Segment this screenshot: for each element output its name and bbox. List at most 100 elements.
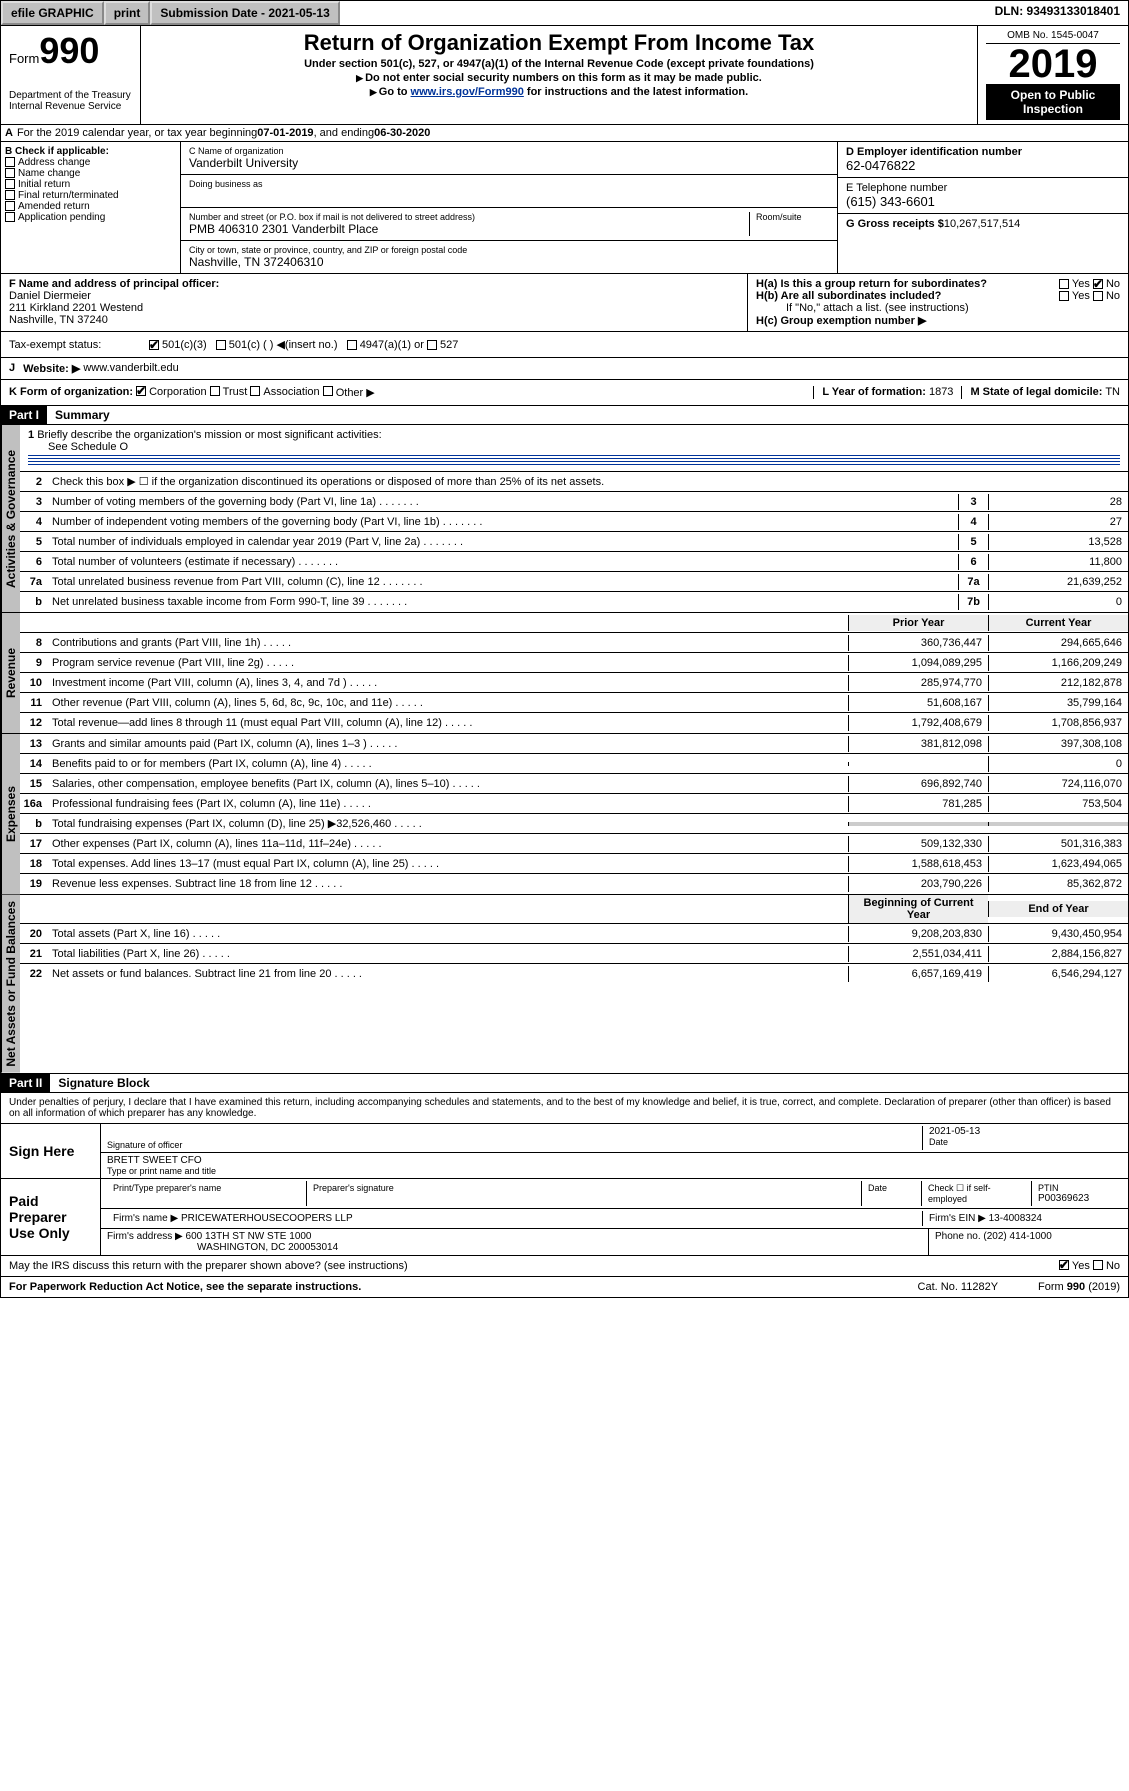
- table-row: 16aProfessional fundraising fees (Part I…: [20, 794, 1128, 814]
- table-row: 19Revenue less expenses. Subtract line 1…: [20, 874, 1128, 894]
- corporation-checkbox[interactable]: [136, 386, 146, 396]
- section-a-tax-year: A For the 2019 calendar year, or tax yea…: [0, 125, 1129, 142]
- top-toolbar: efile GRAPHIC print Submission Date - 20…: [0, 0, 1129, 26]
- association-checkbox[interactable]: [250, 386, 260, 396]
- signature-date: 2021-05-13: [929, 1126, 1122, 1137]
- table-row: 21Total liabilities (Part X, line 26) . …: [20, 944, 1128, 964]
- irs-link[interactable]: www.irs.gov/Form990: [411, 86, 524, 98]
- catalog-number: Cat. No. 11282Y: [918, 1281, 999, 1293]
- table-row: bTotal fundraising expenses (Part IX, co…: [20, 814, 1128, 834]
- amended-return-checkbox[interactable]: [5, 201, 15, 211]
- discuss-yes-checkbox[interactable]: [1059, 1260, 1069, 1270]
- table-row: 18Total expenses. Add lines 13–17 (must …: [20, 854, 1128, 874]
- part1-revenue: Revenue Prior YearCurrent Year 8Contribu…: [0, 613, 1129, 734]
- table-row: 4Number of independent voting members of…: [20, 512, 1128, 532]
- 527-checkbox[interactable]: [427, 340, 437, 350]
- ptin-value: P00369623: [1038, 1193, 1116, 1204]
- form-subtitle: Under section 501(c), 527, or 4947(a)(1)…: [149, 58, 969, 70]
- ha-no-checkbox[interactable]: [1093, 279, 1103, 289]
- section-bcd: B Check if applicable: Address change Na…: [0, 142, 1129, 274]
- org-address: PMB 406310 2301 Vanderbilt Place: [189, 222, 749, 236]
- part1-expenses: Expenses 13Grants and similar amounts pa…: [0, 734, 1129, 895]
- hb-yes-checkbox[interactable]: [1059, 291, 1069, 301]
- 4947-checkbox[interactable]: [347, 340, 357, 350]
- officer-name: Daniel Diermeier: [9, 290, 91, 302]
- section-d-ein: D Employer identification number62-04768…: [838, 142, 1128, 273]
- table-row: 9Program service revenue (Part VIII, lin…: [20, 653, 1128, 673]
- 501c3-checkbox[interactable]: [149, 340, 159, 350]
- year-formation: 1873: [929, 386, 953, 398]
- perjury-statement: Under penalties of perjury, I declare th…: [1, 1093, 1128, 1124]
- other-checkbox[interactable]: [323, 386, 333, 396]
- section-fh: F Name and address of principal officer:…: [0, 274, 1129, 332]
- ein-value: 62-0476822: [846, 158, 915, 173]
- form-header: Form990 Department of the Treasury Inter…: [0, 26, 1129, 125]
- revenue-tab: Revenue: [1, 613, 20, 733]
- part1-net-assets: Net Assets or Fund Balances Beginning of…: [0, 895, 1129, 1074]
- table-row: 20Total assets (Part X, line 16) . . . .…: [20, 924, 1128, 944]
- initial-return-checkbox[interactable]: [5, 179, 15, 189]
- firm-phone: (202) 414-1000: [983, 1231, 1051, 1242]
- trust-checkbox[interactable]: [210, 386, 220, 396]
- table-row: 15Salaries, other compensation, employee…: [20, 774, 1128, 794]
- section-j-website: J Website: ▶ www.vanderbilt.edu: [0, 358, 1129, 380]
- table-row: 6Total number of volunteers (estimate if…: [20, 552, 1128, 572]
- page-footer: For Paperwork Reduction Act Notice, see …: [0, 1277, 1129, 1298]
- firm-ein: 13-4008324: [989, 1213, 1042, 1224]
- tax-year: 2019: [986, 44, 1120, 84]
- website-value: www.vanderbilt.edu: [83, 362, 178, 375]
- section-b-checkboxes: B Check if applicable: Address change Na…: [1, 142, 181, 273]
- discuss-no-checkbox[interactable]: [1093, 1260, 1103, 1270]
- efile-button[interactable]: efile GRAPHIC: [1, 1, 104, 25]
- name-change-checkbox[interactable]: [5, 168, 15, 178]
- form-title: Return of Organization Exempt From Incom…: [149, 30, 969, 56]
- hb-no-checkbox[interactable]: [1093, 291, 1103, 301]
- signature-block: Under penalties of perjury, I declare th…: [0, 1093, 1129, 1256]
- print-button[interactable]: print: [104, 1, 151, 25]
- form-number: 990: [39, 30, 99, 71]
- form-label: Form: [9, 51, 39, 66]
- dept-label: Department of the Treasury Internal Reve…: [9, 90, 132, 112]
- table-row: 11Other revenue (Part VIII, column (A), …: [20, 693, 1128, 713]
- section-klm: K Form of organization: Corporation Trus…: [0, 380, 1129, 406]
- firm-name: PRICEWATERHOUSECOOPERS LLP: [181, 1213, 353, 1224]
- table-row: 10Investment income (Part VIII, column (…: [20, 673, 1128, 693]
- table-row: 14Benefits paid to or for members (Part …: [20, 754, 1128, 774]
- table-row: 13Grants and similar amounts paid (Part …: [20, 734, 1128, 754]
- discuss-row: May the IRS discuss this return with the…: [0, 1256, 1129, 1277]
- form-footer-label: Form 990 (2019): [1038, 1281, 1120, 1293]
- officer-printed-name: BRETT SWEET CFO: [107, 1155, 1122, 1166]
- part2-header: Part II Signature Block: [0, 1074, 1129, 1093]
- table-row: 7aTotal unrelated business revenue from …: [20, 572, 1128, 592]
- table-row: bNet unrelated business taxable income f…: [20, 592, 1128, 612]
- table-row: 8Contributions and grants (Part VIII, li…: [20, 633, 1128, 653]
- org-city: Nashville, TN 372406310: [189, 255, 829, 269]
- ssn-note: Do not enter social security numbers on …: [149, 72, 969, 84]
- state-domicile: TN: [1105, 386, 1120, 398]
- table-row: 3Number of voting members of the governi…: [20, 492, 1128, 512]
- 501c-checkbox[interactable]: [216, 340, 226, 350]
- mission-answer: See Schedule O: [28, 441, 128, 453]
- table-row: 22Net assets or fund balances. Subtract …: [20, 964, 1128, 984]
- table-row: 5Total number of individuals employed in…: [20, 532, 1128, 552]
- section-c-org-info: C Name of organizationVanderbilt Univers…: [181, 142, 838, 273]
- expenses-tab: Expenses: [1, 734, 20, 894]
- submission-date: Submission Date - 2021-05-13: [150, 1, 339, 25]
- ha-yes-checkbox[interactable]: [1059, 279, 1069, 289]
- tax-exempt-status: Tax-exempt status: 501(c)(3) 501(c) ( ) …: [0, 332, 1129, 358]
- table-row: 12Total revenue—add lines 8 through 11 (…: [20, 713, 1128, 733]
- net-assets-tab: Net Assets or Fund Balances: [1, 895, 20, 1073]
- firm-address: 600 13TH ST NW STE 1000: [186, 1231, 312, 1242]
- telephone: (615) 343-6601: [846, 194, 935, 209]
- gross-receipts: 10,267,517,514: [944, 218, 1020, 230]
- dln-label: DLN: 93493133018401: [987, 1, 1128, 25]
- governance-tab: Activities & Governance: [1, 425, 20, 612]
- table-row: 17Other expenses (Part IX, column (A), l…: [20, 834, 1128, 854]
- final-return-checkbox[interactable]: [5, 190, 15, 200]
- application-pending-checkbox[interactable]: [5, 212, 15, 222]
- address-change-checkbox[interactable]: [5, 157, 15, 167]
- part1-header: Part I Summary: [0, 406, 1129, 425]
- part1-governance: Activities & Governance 1 Briefly descri…: [0, 425, 1129, 613]
- org-name: Vanderbilt University: [189, 156, 829, 170]
- open-to-public: Open to Public Inspection: [986, 84, 1120, 120]
